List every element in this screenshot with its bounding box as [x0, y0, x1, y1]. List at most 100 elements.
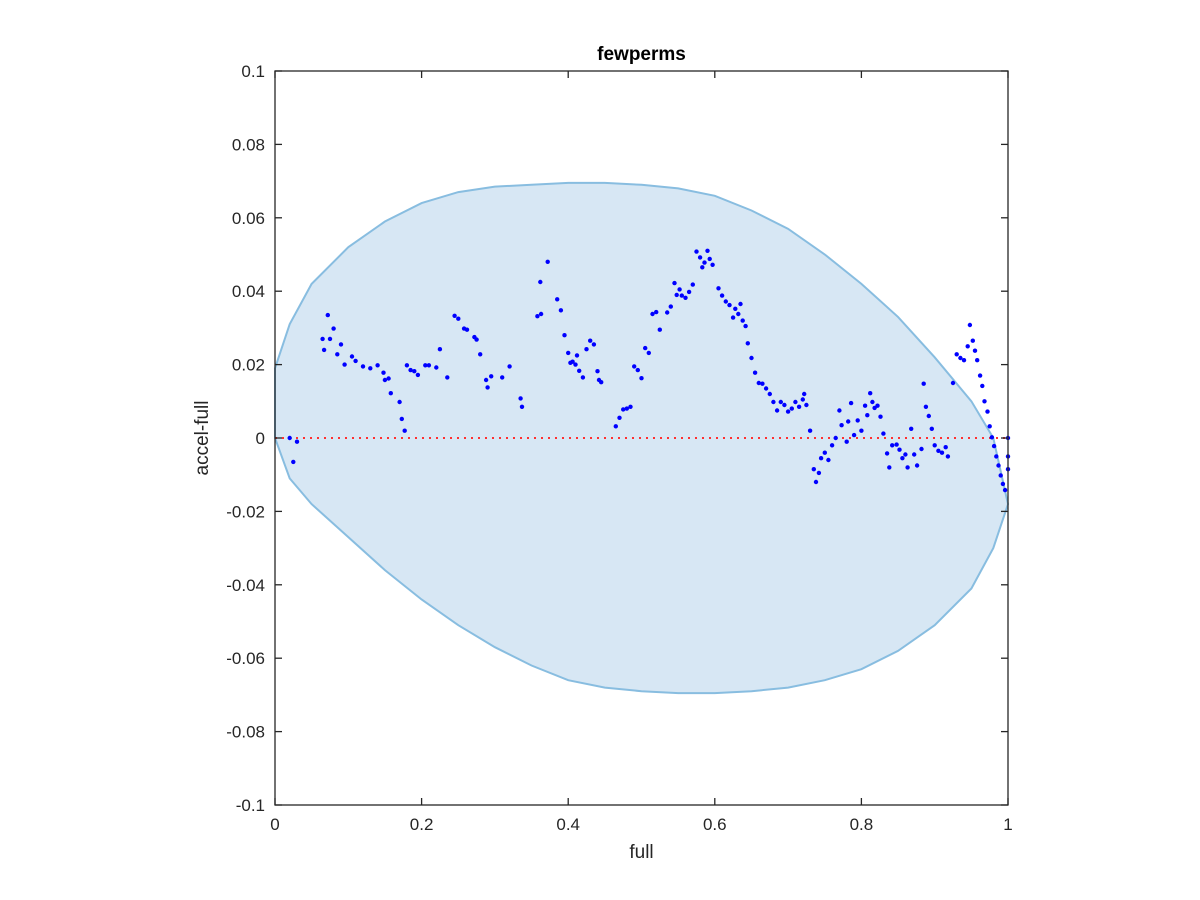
data-point [327, 336, 333, 342]
data-point [767, 391, 772, 397]
data-point [483, 377, 489, 383]
data-point [584, 347, 589, 352]
data-point [785, 409, 791, 414]
data-point [745, 341, 750, 346]
data-point [404, 363, 410, 368]
data-point [485, 385, 490, 390]
data-point [793, 399, 798, 405]
data-point [921, 381, 926, 386]
y-axis-title: accel-full [192, 401, 213, 476]
data-point [884, 451, 890, 456]
data-point [743, 323, 748, 329]
data-point [774, 408, 780, 413]
y-tick-label: 0 [256, 429, 265, 448]
data-point [994, 454, 999, 459]
data-point [665, 310, 670, 315]
data-point [686, 289, 692, 295]
data-point [970, 338, 975, 343]
data-point [452, 313, 457, 318]
y-tick-label: -0.1 [236, 796, 265, 815]
data-point [870, 399, 875, 405]
data-point [456, 316, 461, 321]
data-point [338, 342, 344, 347]
data-point [865, 413, 870, 418]
data-point [657, 327, 662, 332]
data-point [320, 336, 325, 342]
data-point [415, 372, 421, 378]
data-point [996, 463, 1001, 468]
data-point [800, 397, 805, 402]
x-axis-title: full [629, 842, 653, 863]
data-point [851, 432, 857, 438]
data-point [778, 399, 783, 405]
data-point [555, 297, 560, 302]
data-point [412, 369, 417, 374]
data-point [426, 363, 432, 368]
data-point [591, 342, 597, 347]
data-point [868, 391, 873, 396]
data-point [950, 380, 956, 386]
data-point [796, 404, 802, 409]
data-point [887, 465, 892, 470]
data-point [954, 352, 959, 357]
data-point [386, 376, 391, 381]
data-point [408, 367, 413, 373]
data-point [733, 306, 738, 311]
data-point [1000, 481, 1006, 487]
x-axis-ticks: 0 0.2 0.4 0.6 0.8 1 [270, 71, 1013, 834]
data-point [353, 358, 358, 364]
data-point [464, 327, 470, 332]
data-point [382, 377, 388, 383]
data-point [730, 315, 736, 320]
data-point [912, 452, 917, 457]
data-point [519, 404, 525, 409]
data-point [500, 375, 505, 380]
data-point [945, 454, 951, 459]
data-point [349, 354, 355, 359]
y-tick-label: 0.08 [232, 135, 265, 154]
data-point [816, 470, 822, 476]
data-point [818, 456, 824, 461]
data-point [650, 311, 655, 317]
x-tick-label: 0 [270, 815, 279, 834]
data-point [643, 345, 648, 351]
data-point [894, 442, 899, 447]
y-tick-label: 0.04 [232, 282, 265, 301]
data-point [844, 439, 849, 444]
data-point [294, 439, 300, 444]
y-tick-label: 0.1 [241, 62, 265, 81]
data-point [538, 311, 544, 317]
data-points [287, 248, 1011, 493]
y-tick-label: -0.02 [226, 502, 265, 521]
data-point [738, 301, 743, 307]
data-point [375, 363, 380, 368]
data-point [736, 311, 741, 317]
data-point [628, 404, 633, 409]
data-point [368, 366, 373, 371]
data-point [919, 446, 924, 452]
data-point [813, 479, 819, 485]
data-point [639, 376, 644, 381]
data-point [574, 353, 580, 358]
data-point [789, 406, 794, 411]
shaded-region [274, 181, 1010, 695]
data-point [932, 443, 937, 448]
y-axis-ticks: 0.1 0.08 0.06 0.04 0.02 0 -0.02 -0.04 -0.06 -0.08… [226, 62, 1008, 815]
data-point [360, 364, 366, 369]
data-point [982, 399, 987, 404]
data-point [646, 350, 651, 356]
data-point [445, 375, 450, 380]
data-point [321, 347, 327, 353]
data-point [613, 424, 618, 429]
data-point [654, 309, 659, 315]
data-point [958, 355, 963, 361]
data-point [862, 403, 868, 408]
data-point [700, 265, 705, 270]
data-point [566, 350, 571, 356]
data-point [705, 248, 710, 253]
data-point [723, 299, 728, 304]
data-point [489, 374, 494, 379]
x-tick-label: 0.4 [556, 815, 580, 834]
data-point [624, 406, 629, 411]
data-point [826, 457, 831, 463]
